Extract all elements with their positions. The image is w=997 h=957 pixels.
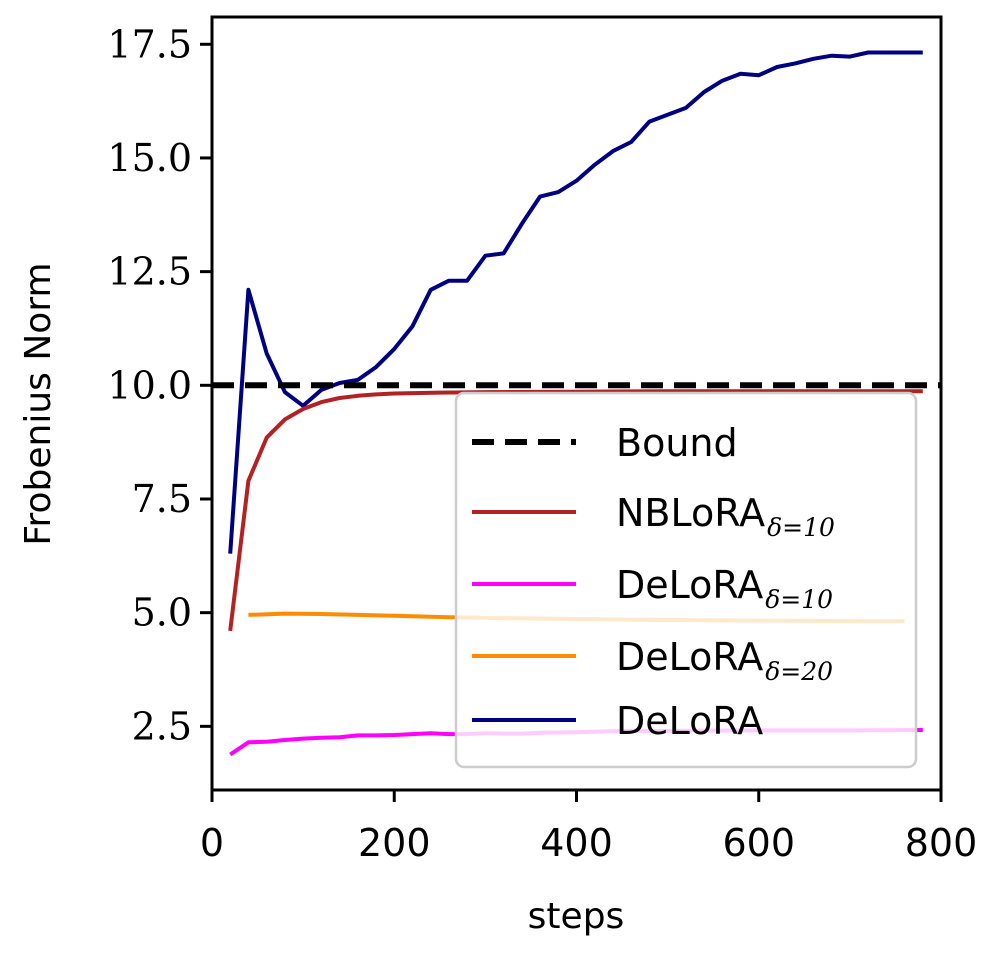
y-axis-ticks: 2.5 5.0 7.5 10.0 12.5 15.0 17.5 xyxy=(107,22,212,748)
legend-label-5: DeLoRA xyxy=(616,699,763,743)
legend-frame xyxy=(454,391,918,769)
x-tick-label: 0 xyxy=(200,821,224,865)
y-axis-label: Frobenius Norm xyxy=(18,262,59,545)
x-tick-label: 600 xyxy=(722,821,795,865)
y-tick-label: 17.5 xyxy=(107,22,192,66)
x-tick-label: 400 xyxy=(540,821,613,865)
x-tick-label: 200 xyxy=(358,821,431,865)
legend-label-1: Bound xyxy=(616,421,738,465)
y-tick-label: 2.5 xyxy=(132,704,192,748)
legend: BoundNBLoRAδ=10DeLoRAδ=10DeLoRAδ=20DeLoR… xyxy=(454,391,918,769)
series-line-2 xyxy=(228,389,923,632)
series-line-5 xyxy=(228,50,923,554)
y-tick-label: 5.0 xyxy=(132,591,192,635)
y-tick-label: 15.0 xyxy=(107,136,192,180)
legend-label-3: DeLoRAδ=10 xyxy=(616,563,833,614)
legend-items: BoundNBLoRAδ=10DeLoRAδ=10DeLoRAδ=20DeLoR… xyxy=(472,421,835,743)
x-tick-label: 800 xyxy=(905,821,978,865)
y-tick-label: 10.0 xyxy=(107,363,192,407)
x-axis-ticks: 0 200 400 600 800 xyxy=(200,790,977,865)
y-tick-label: 7.5 xyxy=(132,477,192,521)
x-axis-label: steps xyxy=(528,896,625,937)
y-tick-label: 12.5 xyxy=(107,250,192,294)
